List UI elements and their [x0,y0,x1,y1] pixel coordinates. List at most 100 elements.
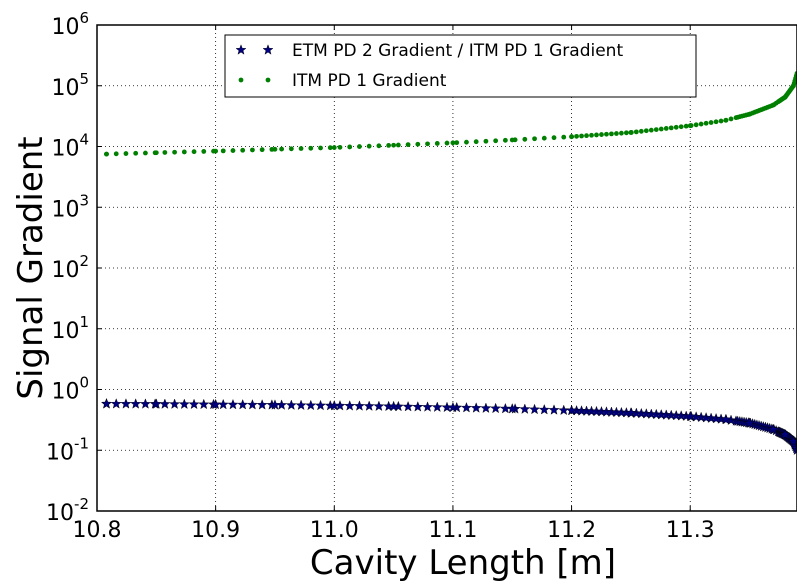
data-point-dot [298,146,304,151]
data-point-dot [357,144,362,149]
data-point-star [529,403,541,415]
data-point-dot [201,149,207,154]
data-point-dot [444,140,450,146]
data-point-dot [143,150,148,156]
data-point-star [744,417,756,428]
data-point-dot [687,123,693,129]
data-point-dot [327,145,333,151]
data-point-star [344,400,356,411]
data-point-star [227,398,239,410]
data-point-dot [331,145,337,150]
data-point-star [210,398,222,410]
data-point-dot [589,132,594,138]
data-point-dot [638,128,644,134]
data-point-dot [376,143,382,149]
data-point-dot [347,144,353,150]
data-point-star [767,423,779,435]
data-point-dot [609,131,614,137]
data-point-star [422,401,434,412]
tick-labels: 10.8 10.9 11.0 11.1 11.2 11.3 10-2 10-1 100 101 10… [46,9,715,543]
data-point-star [217,398,229,410]
data-point-star [237,399,249,410]
data-point-dot [728,116,734,122]
data-point-dot [104,151,109,157]
data-point-dot [133,150,139,156]
data-point-dot [240,147,246,153]
data-point-dot [532,136,537,142]
legend-marker-ratio [235,44,274,55]
data-point-dot [522,136,528,142]
data-point-dot [579,133,584,139]
data-point-dot [614,131,619,136]
data-point-dot [619,130,624,136]
legend-box [224,34,697,98]
legend-label-ratio: ETM PD 2 Gradient / ITM PD 1 Gradient [292,41,623,61]
data-point-dot [561,134,567,140]
series-itm [104,70,797,157]
data-point-dot [663,126,669,131]
data-point-dot [643,128,649,134]
grid-lines [97,25,797,511]
data-point-dot [584,133,589,139]
series-ratio [101,398,797,455]
legend-label-itm: ITM PD 1 Gradient [292,71,447,91]
y-tick-label: 105 [51,70,89,101]
data-point-dot [509,137,515,143]
data-point-dot [250,147,255,153]
data-point-dot [366,143,372,149]
data-point-dot [791,83,796,89]
data-point-star [460,402,472,413]
y-tick-label: 101 [51,313,89,344]
data-point-dot [473,139,479,145]
data-point-dot [708,120,714,125]
data-point-dot [594,132,599,138]
legend-star-marker [262,44,274,55]
data-point-dot [181,149,187,155]
data-point-star [269,399,281,410]
data-point-dot [454,140,460,146]
data-point-dot [415,141,421,147]
data-point-star [246,399,258,410]
y-tick-label: 103 [51,191,89,222]
data-point-dot [191,149,197,155]
data-point-dot [391,142,397,148]
data-point-dot [230,148,236,153]
data-point-star [558,404,570,416]
x-tick-label: 11.2 [547,518,596,543]
data-point-star [791,444,797,455]
data-point-dot [653,127,659,132]
data-point-dot [434,141,440,146]
data-point-dot [405,142,411,148]
y-tick-label: 10-2 [46,495,89,526]
data-point-dot [172,149,177,155]
data-point-dot [386,143,392,148]
data-point-dot [493,138,499,144]
data-point-star [490,402,502,414]
data-point-dot [308,145,314,151]
data-point-dot [747,111,752,117]
y-tick-label: 100 [51,374,89,405]
data-point-star [480,402,492,413]
data-point-dot [658,126,664,132]
data-point-dot [604,131,609,137]
data-point-star [159,398,171,409]
x-tick-label: 11.3 [666,518,715,543]
x-tick-label: 11.0 [310,518,359,543]
data-point-dot [259,147,265,153]
legend-star-marker [235,44,247,55]
data-point-star [388,400,400,412]
data-point-dot [272,146,278,152]
data-point-dot [450,140,456,146]
data-point-star [120,398,132,409]
data-point-star [779,428,791,440]
data-point-dot [279,146,285,152]
data-point-star [328,399,340,411]
x-axis-title: Cavity Length [m] [310,543,616,583]
data-point-star [101,398,112,409]
data-markers [101,70,797,455]
legend-marker-itm [238,77,271,83]
y-tick-label: 10-1 [46,434,89,465]
data-point-dot [220,148,226,154]
y-axis-title: Signal Gradient [11,136,51,399]
